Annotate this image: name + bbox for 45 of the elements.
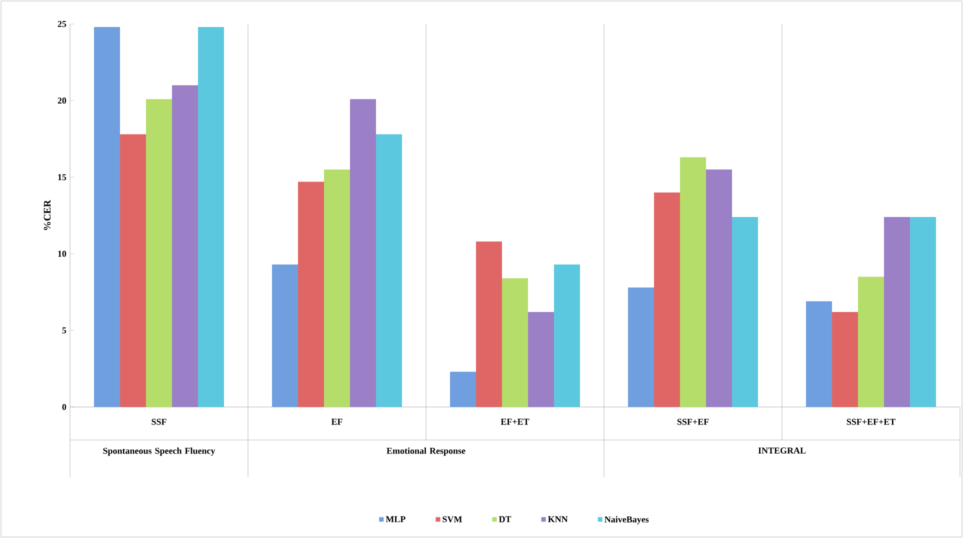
text: Emotional Response: [386, 448, 466, 456]
y-tick-label: 15: [58, 174, 66, 180]
bar: [706, 170, 732, 407]
bar: [502, 278, 528, 407]
bar: [272, 264, 298, 407]
bar: [376, 134, 402, 407]
legend-label: NaiveBayes: [604, 516, 649, 524]
bar: [172, 85, 198, 407]
bar: [350, 99, 376, 407]
bar: [832, 312, 858, 407]
bar: [554, 264, 580, 407]
text: Spontaneous Speech Fluency: [103, 448, 216, 456]
bar: [884, 217, 910, 407]
bar: [94, 27, 120, 407]
x-tick-label: EF+ET: [500, 418, 530, 425]
bar: [528, 312, 554, 407]
bar: [450, 372, 476, 407]
text: INTEGRAL: [758, 448, 806, 454]
bar: [476, 242, 502, 407]
bar: [680, 157, 706, 407]
legend-label: SVM: [442, 516, 462, 522]
y-tick-label: 25: [58, 20, 66, 28]
bar: [806, 301, 832, 407]
bar: [298, 182, 324, 407]
bar: [198, 27, 224, 407]
x-tick-label: SSF: [152, 418, 166, 425]
bar: [146, 99, 172, 407]
bar: [654, 192, 680, 407]
x-tick-label: SSF+EF: [677, 418, 709, 425]
bar: [324, 170, 350, 407]
y-tick-label: 10: [58, 250, 66, 257]
bar: [120, 134, 146, 407]
bar: [732, 217, 758, 407]
bar: [858, 276, 884, 407]
legend-label: MLP: [386, 516, 406, 522]
x-tick-label: SSF+EF+ET: [846, 418, 896, 425]
y-tick-label: 0: [62, 404, 66, 410]
legend-label: KNN: [548, 516, 568, 522]
bar: [628, 288, 654, 407]
y-tick-label: 20: [58, 98, 66, 104]
legend-label: DT: [498, 516, 512, 522]
x-tick-label: EF: [331, 418, 342, 425]
y-tick-label: 5: [62, 327, 66, 334]
y-axis-title: %CER: [44, 200, 51, 230]
bar: [910, 217, 936, 407]
